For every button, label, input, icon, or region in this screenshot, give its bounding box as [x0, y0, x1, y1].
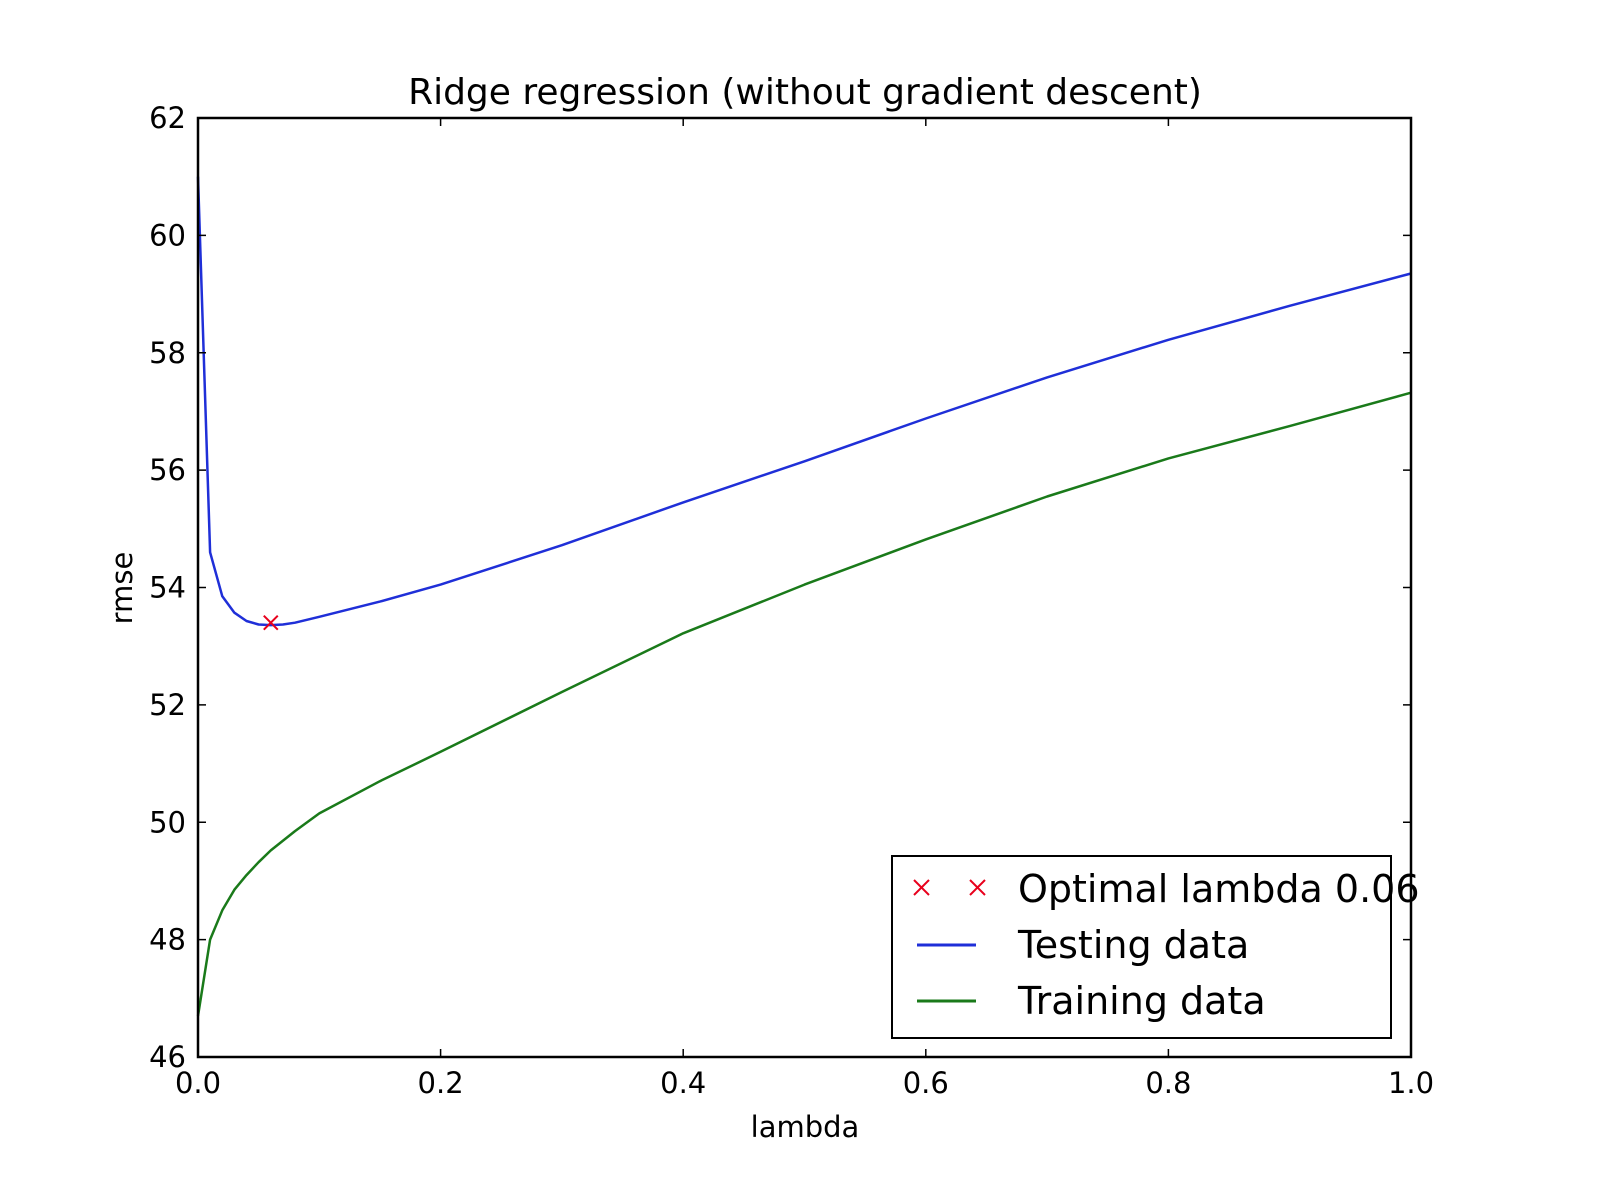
y-tick-label: 52: [149, 688, 186, 722]
legend-entry-testing: Testing data: [917, 923, 1249, 967]
legend-entry-training: Training data: [917, 979, 1266, 1023]
legend-label-training: Training data: [1017, 979, 1266, 1023]
x-tick-label: 0.4: [660, 1066, 706, 1100]
x-tick-label: 0.0: [175, 1066, 221, 1100]
y-tick-label: 58: [149, 336, 186, 370]
training-data-line: [196, 391, 1412, 1017]
y-tick-label: 60: [149, 218, 186, 252]
y-axis-label: rmse: [105, 552, 139, 625]
y-tick-label: 48: [149, 923, 186, 957]
legend: Optimal lambda 0.06 Testing data Trainin…: [891, 855, 1420, 1039]
x-tick-label: 0.8: [1145, 1066, 1191, 1100]
legend-label-testing: Testing data: [1017, 923, 1249, 967]
x-tick-label: 0.6: [903, 1066, 949, 1100]
plot-frame: [196, 116, 1413, 1059]
legend-x-marker-icon: [913, 879, 986, 896]
legend-label-optimal: Optimal lambda 0.06: [1018, 867, 1420, 911]
chart-title: Ridge regression (without gradient desce…: [408, 72, 1202, 113]
y-tick-label: 46: [149, 1040, 186, 1074]
x-axis-label: lambda: [751, 1110, 860, 1144]
x-axis-ticks: 0.0 0.2 0.4 0.6 0.8 1.0: [175, 118, 1434, 1100]
optimal-lambda-marker: [263, 615, 279, 631]
y-tick-label: 56: [149, 453, 186, 487]
legend-entry-optimal: Optimal lambda 0.06: [913, 867, 1420, 911]
legend-frame: [891, 855, 1392, 1039]
y-tick-label: 50: [149, 805, 186, 839]
y-axis-ticks: 46 48 50 52 54 56 58 60 62: [149, 101, 1411, 1074]
x-tick-label: 0.2: [418, 1066, 464, 1100]
y-tick-label: 62: [149, 101, 186, 135]
plot-lines: [196, 176, 1412, 1017]
testing-data-line: [196, 176, 1412, 627]
x-tick-label: 1.0: [1388, 1066, 1434, 1100]
y-tick-label: 54: [149, 571, 186, 605]
